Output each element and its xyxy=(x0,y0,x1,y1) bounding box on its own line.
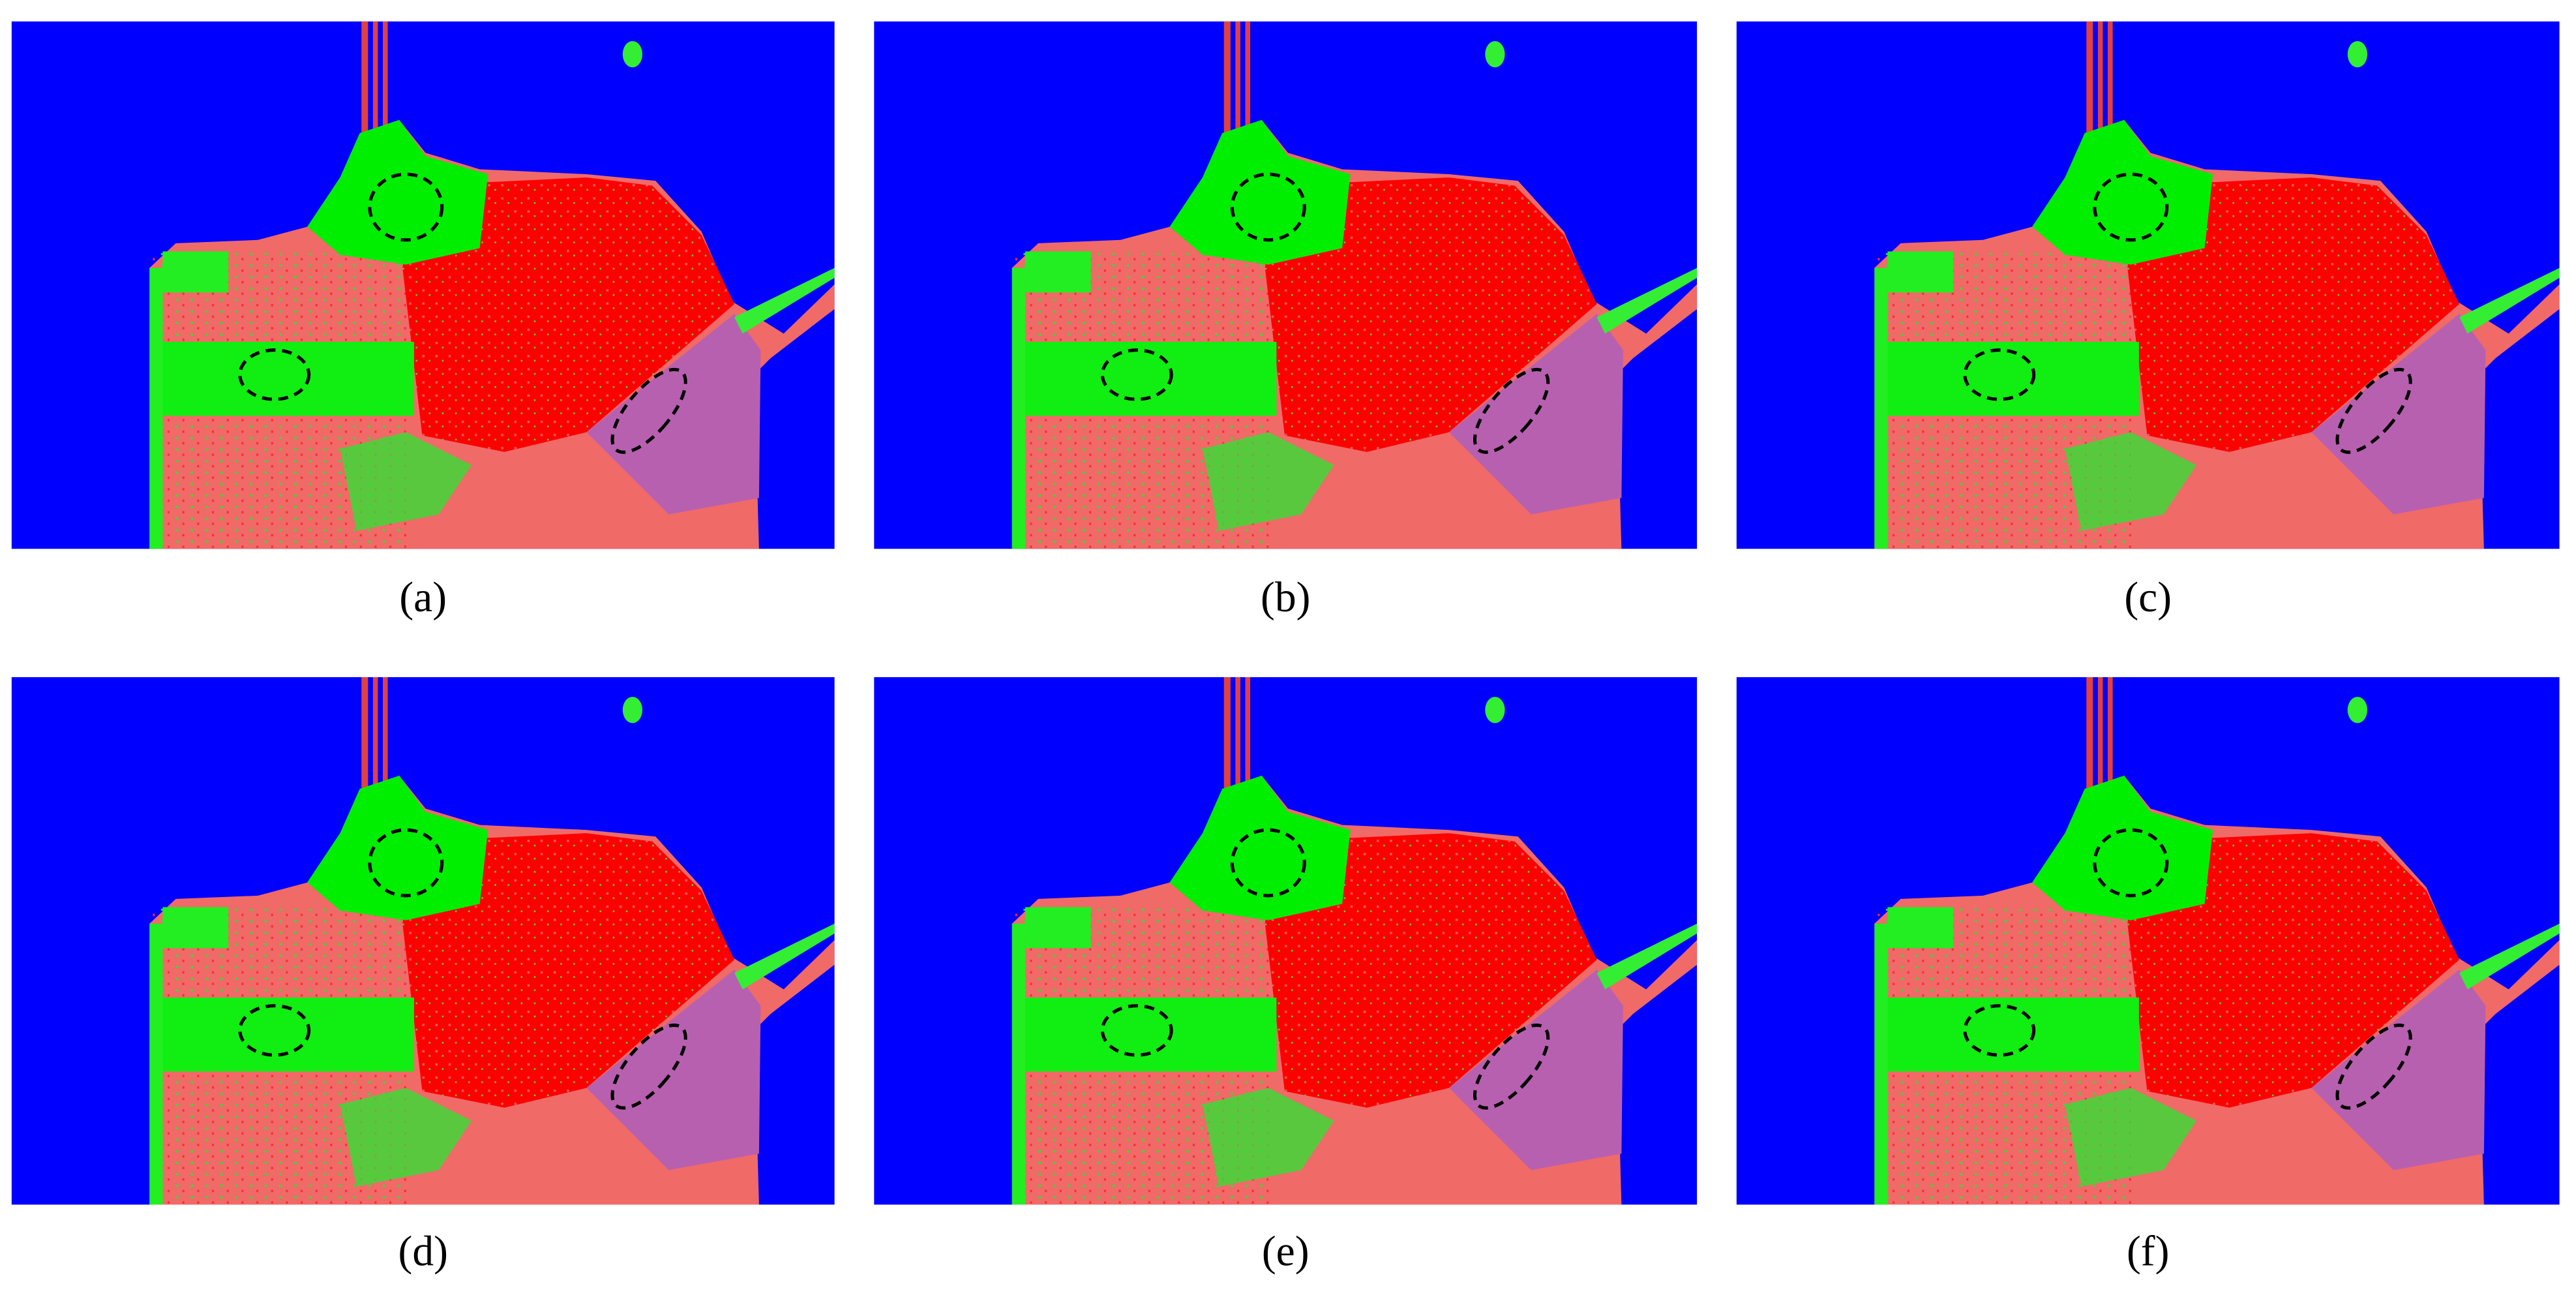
classification-map xyxy=(1737,677,2560,1205)
panel-caption: (e) xyxy=(1262,1228,1310,1275)
classification-map xyxy=(874,677,1697,1205)
classification-map xyxy=(874,22,1697,549)
panel-caption: (b) xyxy=(1261,574,1310,621)
classification-map xyxy=(12,22,835,549)
classification-map xyxy=(1737,22,2560,549)
panel-caption: (f) xyxy=(2127,1228,2169,1275)
classification-map xyxy=(12,677,835,1205)
panel-caption: (d) xyxy=(398,1228,448,1275)
panel-caption: (c) xyxy=(2124,574,2172,621)
panel-caption: (a) xyxy=(399,574,447,621)
